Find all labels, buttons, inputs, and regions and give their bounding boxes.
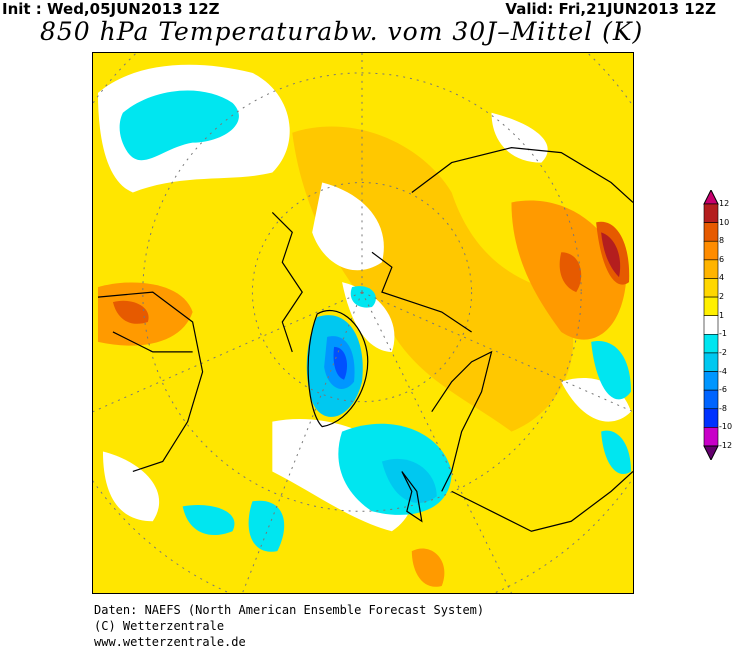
- colorbar-label: -8: [719, 403, 727, 413]
- colorbar-segment: [703, 371, 719, 391]
- colorbar-label: 12: [719, 199, 730, 208]
- colorbar-label: -12: [719, 441, 733, 450]
- colorbar-label: -2: [719, 347, 727, 357]
- colorbar-segment: [703, 334, 719, 354]
- colorbar-min-triangle: [703, 445, 719, 460]
- colorbar-segment: [703, 222, 719, 242]
- copyright: (C) Wetterzentrale: [94, 619, 225, 633]
- colorbar: [703, 190, 719, 460]
- colorbar-label: 2: [719, 292, 725, 302]
- colorbar-segment: [703, 203, 719, 223]
- colorbar-segment: [703, 259, 719, 279]
- colorbar-segment: [703, 315, 719, 335]
- colorbar-label: 8: [719, 236, 725, 246]
- colorbar-label: -4: [719, 366, 727, 376]
- colorbar-segment: [703, 278, 719, 298]
- colorbar-segment: [703, 240, 719, 261]
- colorbar-max-triangle: [703, 190, 719, 205]
- colorbar-segment: [703, 352, 719, 372]
- colorbar-label: 10: [719, 217, 730, 227]
- data-source: Daten: NAEFS (North American Ensemble Fo…: [94, 603, 485, 617]
- map-title: 850 hPa Temperaturabw. vom 30J–Mittel (K…: [40, 17, 644, 46]
- colorbar-label: -6: [719, 385, 727, 395]
- cold-anomaly-areas: [119, 90, 632, 552]
- neutral-areas: [97, 64, 632, 532]
- colorbar-label: 4: [719, 273, 725, 283]
- website-link[interactable]: www.wetterzentrale.de: [94, 635, 246, 649]
- colorbar-label: 1: [719, 310, 725, 320]
- anomaly-map: [92, 52, 634, 594]
- colorbar-label: 6: [719, 254, 725, 264]
- coastlines: [97, 147, 633, 532]
- colorbar-segment: [703, 427, 719, 447]
- colorbar-segment: [703, 408, 719, 428]
- colorbar-label: -1: [719, 329, 727, 339]
- colorbar-segment: [703, 296, 719, 316]
- colorbar-label: -10: [719, 422, 733, 432]
- init-time: Init : Wed,05JUN2013 12Z: [2, 0, 220, 18]
- colorbar-segment: [703, 389, 719, 410]
- valid-time: Valid: Fri,21JUN2013 12Z: [505, 0, 716, 18]
